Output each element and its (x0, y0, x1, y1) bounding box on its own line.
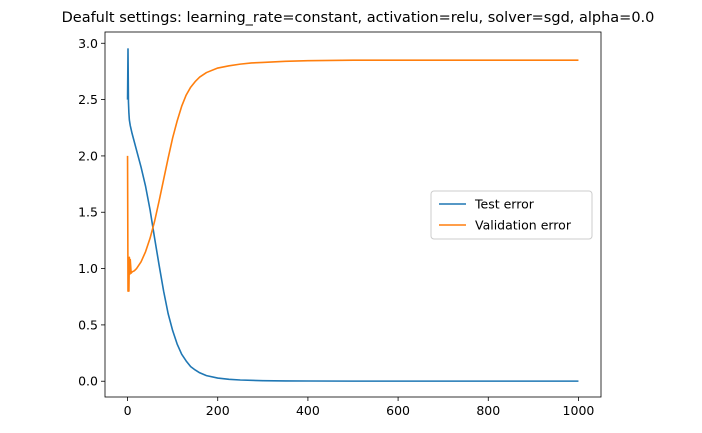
chart-title: Deafult settings: learning_rate=constant… (62, 10, 655, 26)
y-tick-label: 3.0 (78, 36, 98, 51)
y-tick-label: 2.5 (78, 92, 98, 107)
y-tick-label: 0.5 (78, 317, 98, 332)
x-tick-label: 800 (476, 403, 500, 418)
legend-box (430, 190, 593, 240)
x-tick-label: 1000 (563, 403, 595, 418)
y-tick-label: 2.0 (78, 148, 98, 163)
y-tick-label: 0.0 (78, 374, 98, 389)
legend-label-0: Test error (474, 197, 535, 212)
y-axis: 0.0 0.5 1.0 1.5 2.0 2.5 3.0 (78, 36, 105, 389)
plot-frame (104, 31, 602, 398)
legend-label-1: Validation error (475, 218, 572, 233)
series-line-0 (126, 48, 579, 382)
x-tick-label: 600 (386, 403, 410, 418)
series-line-1 (126, 59, 579, 292)
x-tick-label: 200 (206, 403, 230, 418)
x-tick-label: 0 (124, 403, 132, 418)
y-tick-label: 1.5 (78, 205, 98, 220)
plot-area (126, 48, 579, 382)
x-tick-label: 400 (296, 403, 320, 418)
legend: Test error Validation error (430, 190, 593, 240)
x-axis: 0 200 400 600 800 1000 (124, 397, 595, 418)
y-tick-label: 1.0 (78, 261, 98, 276)
